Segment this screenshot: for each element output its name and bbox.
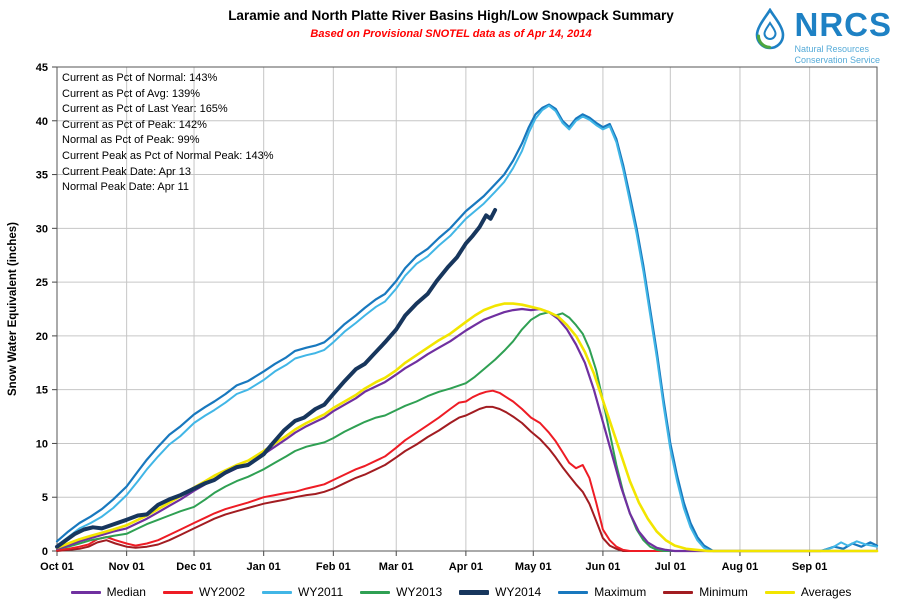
stats-line: Current as Pct of Last Year: 165% [62, 103, 228, 116]
legend-swatch-wy2002 [162, 590, 193, 594]
y-tick-label: 5 [42, 492, 48, 504]
legend-swatch-maximum [558, 590, 589, 594]
legend-swatch-wy2014 [459, 589, 490, 595]
nrcs-logo: NRCS Natural Resources Conservation Serv… [750, 8, 892, 66]
legend-item-wy2014: WY2014 [459, 585, 541, 599]
x-tick-label: Jan 01 [247, 561, 281, 573]
legend-label: Maximum [594, 585, 647, 599]
y-tick-label: 30 [36, 223, 48, 235]
legend-item-median: Median [70, 585, 146, 599]
series-line-wy2002 [56, 389, 878, 552]
y-tick-label: 10 [36, 438, 48, 450]
legend-item-maximum: Maximum [558, 585, 646, 599]
x-tick-label: Apr 01 [449, 561, 483, 573]
stats-line: Current as Pct of Avg: 139% [62, 87, 200, 100]
x-tick-label: Dec 01 [176, 561, 211, 573]
x-tick-label: May 01 [515, 561, 552, 573]
legend-item-wy2011: WY2011 [262, 585, 343, 599]
series-line-wy2011 [56, 104, 878, 552]
y-tick-label: 40 [36, 116, 48, 128]
stats-line: Normal Peak Date: Apr 11 [62, 181, 189, 194]
x-tick-label: Nov 01 [109, 561, 145, 573]
y-tick-label: 45 [36, 62, 48, 74]
x-tick-label: Aug 01 [722, 561, 759, 573]
series-line-wy2014 [55, 208, 498, 549]
page-subtitle: Based on Provisional SNOTEL data as of A… [310, 28, 592, 40]
x-tick-label: Sep 01 [792, 561, 827, 573]
legend-label: WY2002 [198, 585, 245, 599]
nrcs-text-block: NRCS Natural Resources Conservation Serv… [794, 8, 892, 66]
legend-label: WY2013 [396, 585, 443, 599]
x-tick-label: Oct 01 [40, 561, 74, 573]
legend-swatch-wy2011 [262, 590, 292, 594]
legend-label: Median [106, 585, 146, 599]
legend-item-minimum: Minimum [663, 585, 748, 599]
legend-item-averages: Averages [764, 585, 852, 599]
legend-item-wy2013: WY2013 [360, 585, 442, 599]
series-line-minimum [56, 405, 878, 552]
x-tick-label: Feb 01 [316, 561, 351, 573]
x-tick-label: Jul 01 [655, 561, 686, 573]
legend-swatch-median [70, 590, 101, 594]
stats-line: Current Peak Date: Apr 13 [62, 165, 192, 178]
legend-label: Minimum [699, 585, 748, 599]
water-drop-icon [750, 7, 790, 57]
legend-label: Averages [800, 585, 852, 599]
series-line-median [55, 307, 879, 553]
legend-swatch-averages [764, 590, 795, 594]
legend-label: WY2014 [495, 585, 542, 599]
x-tick-label: Mar 01 [379, 561, 414, 573]
series-line-wy2013 [56, 311, 878, 552]
y-tick-label: 25 [36, 277, 48, 289]
y-tick-label: 20 [36, 331, 48, 343]
y-axis-title: Snow Water Equivalent (inches) [7, 222, 19, 396]
stats-line: Current Peak as Pct of Normal Peak: 143% [62, 149, 274, 162]
plot-frame [56, 66, 878, 552]
chart-legend: Median WY2002 WY2011 WY2013 WY2014 Maximum Min… [40, 585, 882, 599]
stats-line: Normal as Pct of Peak: 99% [62, 134, 200, 147]
stats-line: Current as Pct of Peak: 142% [62, 118, 207, 131]
nrcs-subtitle: Natural Resources Conservation Service [794, 44, 881, 65]
x-tick-label: Jun 01 [585, 561, 620, 573]
stats-line: Current as Pct of Normal: 143% [62, 72, 218, 84]
y-tick-label: 0 [42, 546, 48, 558]
y-tick-label: 35 [36, 170, 48, 182]
legend-swatch-minimum [663, 590, 694, 594]
legend-item-wy2002: WY2002 [162, 585, 245, 599]
nrcs-wordmark: NRCS [794, 6, 892, 43]
stats-annotation-block: Current as Pct of Normal: 143% Current as… [62, 71, 274, 196]
y-tick-label: 15 [36, 385, 48, 397]
legend-swatch-wy2013 [360, 590, 391, 594]
page-title: Laramie and North Platte River Basins Hi… [228, 8, 674, 23]
legend-label: WY2011 [298, 585, 344, 599]
